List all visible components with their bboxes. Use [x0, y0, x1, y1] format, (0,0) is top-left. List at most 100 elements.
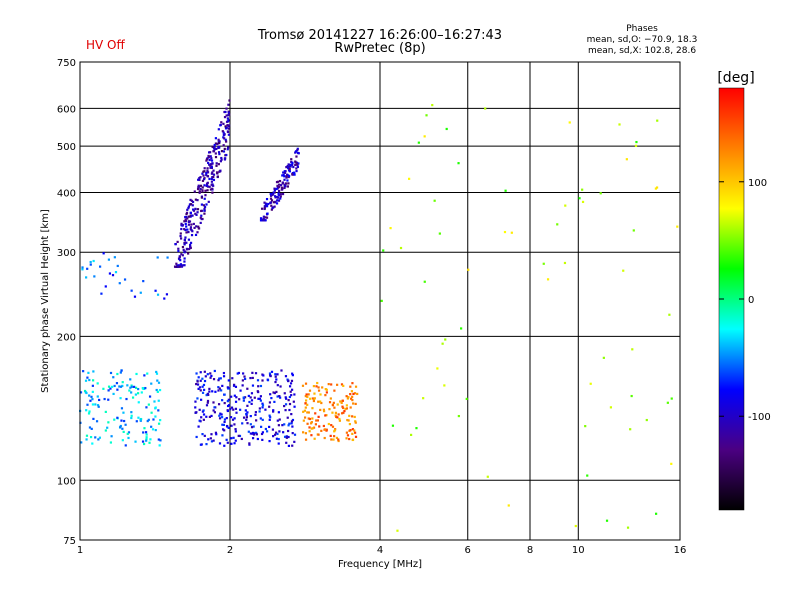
point-s5-88	[342, 384, 345, 387]
point-s0-167	[187, 252, 190, 255]
point-s0-206	[227, 133, 230, 136]
point-s0-139	[215, 171, 219, 174]
point-s0-268	[193, 190, 196, 193]
point-s1-99	[265, 204, 268, 207]
point-s4-45	[226, 400, 229, 403]
point-s1-94	[272, 206, 275, 209]
point-s1-137	[263, 205, 266, 208]
point-s3-107	[144, 386, 147, 390]
point-s0-165	[222, 133, 225, 137]
point-s0-138	[214, 137, 218, 140]
point-s0-277	[194, 212, 197, 215]
point-s0-256	[209, 151, 212, 154]
point-s4-159	[201, 433, 204, 436]
point-s0-87	[194, 198, 197, 201]
point-s0-264	[206, 167, 209, 170]
point-s4-161	[268, 405, 271, 408]
point-s4-12	[273, 400, 276, 403]
point-s2-10	[130, 289, 133, 292]
point-s1-148	[279, 197, 282, 200]
point-s3-138	[92, 370, 95, 373]
point-s6-44	[670, 397, 673, 400]
point-s4-34	[281, 424, 284, 427]
point-s0-292	[215, 164, 218, 167]
point-s4-311	[291, 372, 294, 375]
point-s0-252	[217, 145, 220, 149]
point-s4-237	[227, 426, 230, 429]
point-s4-84	[291, 444, 294, 447]
colorbar-label: [deg]	[717, 70, 754, 86]
point-s4-314	[255, 433, 258, 436]
point-s6-2	[655, 186, 659, 189]
point-s4-71	[268, 401, 272, 404]
point-s4-261	[276, 373, 279, 376]
point-s0-212	[220, 156, 223, 160]
point-s4-292	[227, 379, 230, 382]
point-s1-138	[279, 193, 282, 196]
point-s6-21	[625, 158, 628, 161]
point-s5-26	[304, 406, 307, 409]
point-s3-80	[150, 411, 153, 414]
point-s4-59	[277, 442, 280, 445]
point-s4-96	[259, 384, 263, 388]
point-s0-272	[183, 243, 186, 246]
point-s2-9	[102, 252, 105, 255]
point-s4-54	[233, 417, 236, 420]
point-s1-141	[276, 196, 280, 199]
point-s6-11	[626, 526, 630, 529]
point-s4-191	[206, 373, 209, 376]
point-s5-110	[354, 385, 358, 388]
point-s0-221	[183, 250, 187, 253]
point-s6-59	[408, 177, 411, 180]
point-s1-64	[264, 216, 267, 219]
point-s6-55	[436, 367, 439, 370]
point-s0-188	[183, 220, 186, 223]
point-s4-60	[288, 395, 291, 399]
point-s0-240	[177, 247, 180, 250]
point-s5-0	[333, 435, 336, 438]
point-s4-104	[251, 371, 254, 374]
point-s4-296	[211, 390, 214, 393]
point-s0-286	[187, 205, 190, 208]
point-s2-7	[100, 292, 103, 295]
point-s3-23	[145, 437, 148, 441]
plot-frame	[79, 61, 681, 541]
point-s4-175	[291, 388, 294, 391]
point-s3-41	[130, 384, 133, 387]
point-s0-279	[183, 257, 186, 260]
point-s4-254	[259, 395, 262, 398]
point-s0-104	[203, 184, 206, 187]
point-s3-28	[91, 390, 94, 393]
point-s0-307	[223, 115, 227, 119]
point-s4-75	[264, 408, 267, 411]
point-s5-116	[352, 402, 355, 405]
point-s1-22	[278, 183, 281, 186]
point-s5-138	[308, 430, 311, 433]
point-s5-76	[335, 415, 338, 419]
point-s2-3	[89, 263, 92, 266]
point-s4-93	[246, 404, 249, 407]
point-s3-137	[147, 418, 150, 421]
point-s4-186	[240, 437, 243, 441]
point-s3-135	[151, 428, 155, 431]
point-s3-155	[96, 395, 99, 398]
point-s5-98	[321, 386, 324, 389]
point-s1-41	[282, 173, 285, 177]
point-s5-72	[341, 405, 344, 408]
point-s0-291	[187, 207, 190, 210]
point-s0-118	[214, 152, 217, 155]
point-s3-84	[122, 411, 125, 414]
point-s1-111	[276, 199, 279, 202]
point-s3-21	[107, 389, 110, 392]
point-s0-220	[215, 147, 218, 151]
point-s3-157	[146, 372, 149, 375]
point-s1-91	[276, 184, 279, 187]
point-s3-39	[154, 415, 157, 418]
point-s5-120	[306, 403, 309, 406]
point-s3-124	[146, 419, 149, 423]
point-s5-117	[341, 399, 344, 402]
point-s4-225	[283, 423, 286, 426]
point-s2-16	[85, 276, 88, 279]
y-tick-600: 600	[57, 104, 76, 115]
point-s1-36	[277, 199, 281, 202]
